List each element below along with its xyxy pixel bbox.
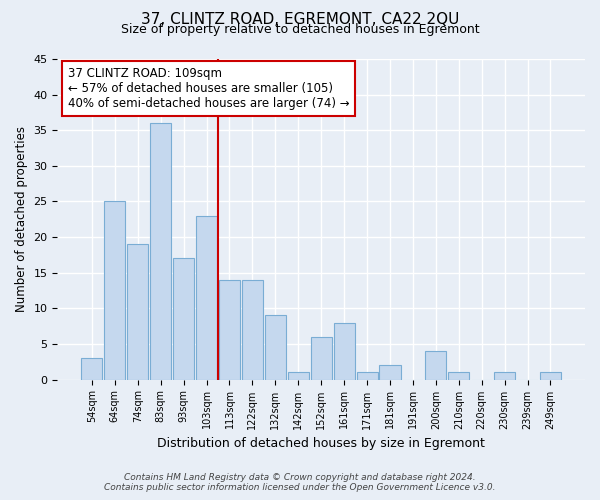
Bar [494,372,515,380]
Bar [150,123,171,380]
Bar [82,358,103,380]
Bar [173,258,194,380]
Bar [425,351,446,380]
Bar [265,316,286,380]
Bar [448,372,469,380]
Text: 37 CLINTZ ROAD: 109sqm
← 57% of detached houses are smaller (105)
40% of semi-de: 37 CLINTZ ROAD: 109sqm ← 57% of detached… [68,67,350,110]
Bar [311,337,332,380]
Bar [540,372,561,380]
Bar [334,322,355,380]
Bar [104,202,125,380]
Text: Size of property relative to detached houses in Egremont: Size of property relative to detached ho… [121,22,479,36]
Text: Contains HM Land Registry data © Crown copyright and database right 2024.
Contai: Contains HM Land Registry data © Crown c… [104,473,496,492]
Y-axis label: Number of detached properties: Number of detached properties [15,126,28,312]
Bar [242,280,263,380]
Bar [219,280,240,380]
Bar [127,244,148,380]
Text: 37, CLINTZ ROAD, EGREMONT, CA22 2QU: 37, CLINTZ ROAD, EGREMONT, CA22 2QU [141,12,459,28]
Bar [288,372,309,380]
Bar [356,372,377,380]
X-axis label: Distribution of detached houses by size in Egremont: Distribution of detached houses by size … [157,437,485,450]
Bar [379,366,401,380]
Bar [196,216,217,380]
